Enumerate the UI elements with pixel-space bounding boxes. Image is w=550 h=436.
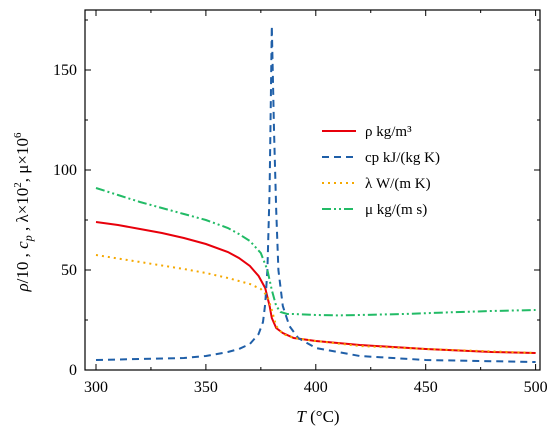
x-tick-label: 500 xyxy=(524,379,548,396)
series-layer xyxy=(95,25,536,363)
series-line-cp xyxy=(95,25,536,363)
y-tick-label: 100 xyxy=(53,162,77,179)
x-tick-label: 400 xyxy=(304,379,328,396)
y-tick-label: 0 xyxy=(69,362,77,379)
legend-label-density: ρ kg/m³ xyxy=(365,124,412,140)
legend-label-mu: μ kg/(m s) xyxy=(365,202,427,218)
x-axis-title: T (°C) xyxy=(296,407,339,426)
legend: ρ kg/m³ cp kJ/(kg K) λ W/(m K) μ kg/(m s) xyxy=(322,124,440,218)
legend-label-lambda: λ W/(m K) xyxy=(365,176,431,192)
x-tick-label: 350 xyxy=(194,379,218,396)
y-tick-label: 50 xyxy=(61,262,77,279)
legend-label-cp: cp kJ/(kg K) xyxy=(365,150,440,166)
plot-frame xyxy=(84,9,541,371)
x-tick-label: 450 xyxy=(414,379,438,396)
ticks-layer: 300 350 400 450 500 0 50 100 150 xyxy=(53,10,548,396)
plot-area: 300 350 400 450 500 0 50 100 150 ρ kg/m³ cp kJ/(k… xyxy=(53,9,548,396)
series-line-density xyxy=(95,221,536,354)
y-tick-label: 150 xyxy=(53,62,77,79)
y-axis-title: ρ/10 , cp , λ×102, μ×106 xyxy=(12,132,35,293)
x-tick-label: 300 xyxy=(84,379,108,396)
series-line-mu xyxy=(95,187,536,317)
series-line-lambda xyxy=(95,254,536,354)
